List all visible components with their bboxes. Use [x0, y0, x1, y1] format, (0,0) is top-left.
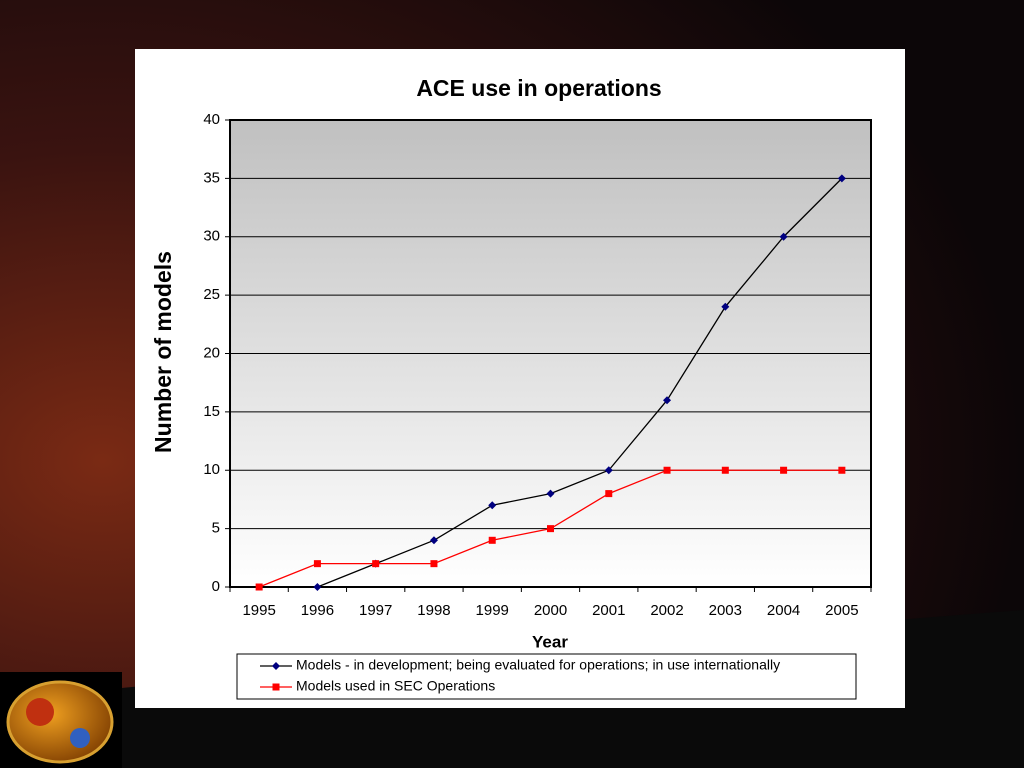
chart-title: ACE use in operations — [416, 75, 661, 101]
data-point — [313, 560, 321, 568]
data-point — [546, 489, 555, 498]
logo-sun — [26, 698, 54, 726]
data-point — [488, 501, 497, 510]
x-tick-label: 1997 — [359, 602, 392, 619]
data-point — [663, 396, 672, 405]
data-point — [429, 536, 438, 545]
x-tick-label: 1996 — [301, 602, 334, 619]
data-point — [372, 560, 380, 568]
data-point — [430, 560, 438, 568]
data-point — [605, 490, 613, 498]
y-tick-label: 15 — [203, 403, 220, 420]
y-tick-label: 40 — [203, 111, 220, 128]
x-tick-label: 2004 — [767, 602, 800, 619]
data-point — [547, 525, 554, 533]
data-point — [488, 536, 496, 544]
legend-label: Models - in development; being evaluated… — [296, 657, 780, 673]
data-point — [779, 232, 788, 241]
legend-marker — [272, 683, 280, 691]
y-tick-label: 35 — [203, 169, 220, 186]
data-point — [721, 466, 729, 474]
data-point — [838, 466, 846, 474]
legend-label: Models used in SEC Operations — [296, 678, 495, 694]
y-tick-label: 5 — [212, 520, 220, 537]
y-tick-label: 10 — [203, 461, 220, 478]
logo-earth — [70, 728, 90, 748]
x-tick-label: 2002 — [650, 602, 683, 619]
y-axis-label: Number of models — [150, 251, 176, 453]
logo — [6, 680, 114, 764]
y-tick-label: 20 — [203, 344, 220, 361]
data-point — [663, 466, 671, 474]
x-tick-label: 2003 — [709, 602, 742, 619]
data-point — [255, 583, 263, 591]
x-tick-label: 2005 — [825, 602, 858, 619]
x-tick-label: 1998 — [417, 602, 450, 619]
data-point — [313, 583, 322, 591]
x-tick-label: 2001 — [592, 602, 625, 619]
data-point — [780, 466, 788, 474]
legend-marker — [272, 662, 280, 670]
y-tick-label: 25 — [203, 286, 220, 303]
x-tick-label: 2000 — [534, 602, 567, 619]
y-tick-label: 30 — [203, 228, 220, 245]
y-tick-label: 0 — [212, 578, 220, 595]
series-line — [317, 177, 843, 588]
data-point — [721, 302, 730, 311]
data-point — [837, 174, 846, 183]
x-tick-label: 1995 — [242, 602, 275, 619]
data-point — [604, 466, 613, 475]
x-tick-label: 1999 — [476, 602, 509, 619]
legend — [236, 653, 857, 700]
x-axis-label: Year — [532, 632, 568, 651]
